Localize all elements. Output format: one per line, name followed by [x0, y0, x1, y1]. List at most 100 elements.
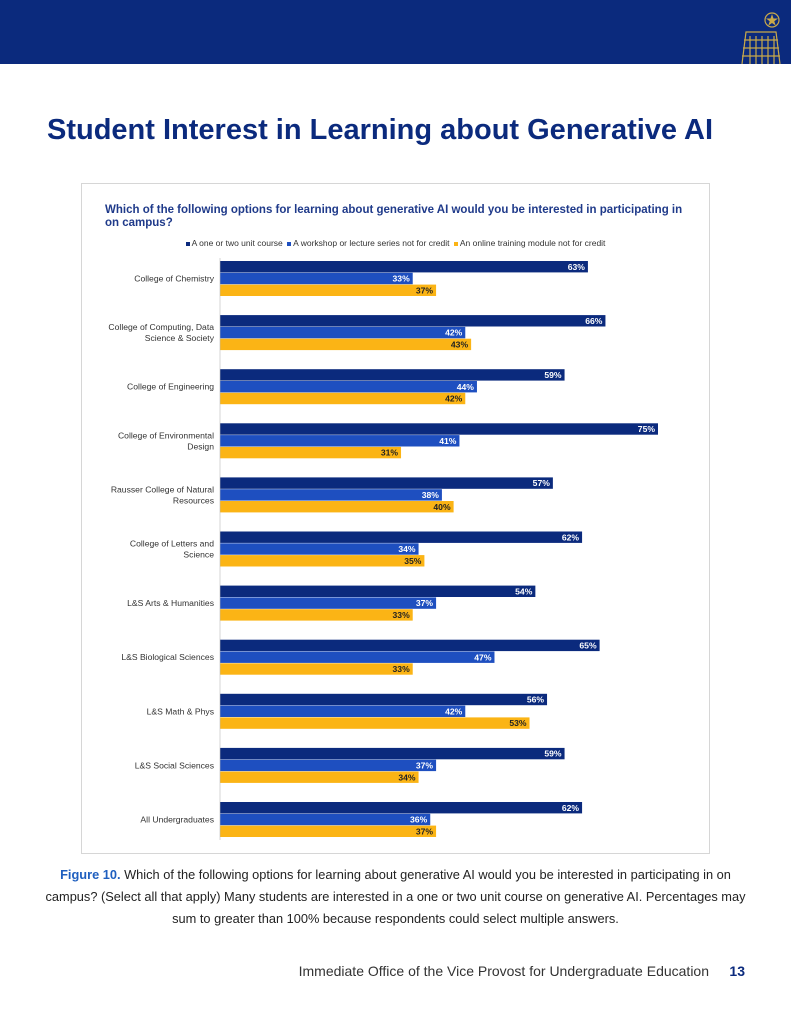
bar [220, 705, 466, 717]
bar [220, 369, 565, 381]
data-label: 37% [416, 285, 434, 295]
bar [220, 315, 606, 327]
data-label: 44% [457, 382, 475, 392]
data-label: 57% [533, 478, 551, 488]
figure-caption: Figure 10. Which of the following option… [40, 864, 751, 930]
bar [220, 543, 419, 555]
category-label: Rausser College of Natural [111, 484, 214, 494]
data-label: 62% [562, 803, 580, 813]
category-label: College of Chemistry [134, 274, 214, 284]
bar [220, 489, 442, 501]
bar [220, 338, 472, 351]
data-label: 38% [422, 490, 440, 500]
bar [220, 585, 536, 597]
bar [220, 597, 437, 609]
data-label: 31% [381, 448, 399, 458]
bar [220, 261, 588, 273]
data-label: 42% [445, 706, 463, 716]
bar [220, 717, 530, 729]
data-label: 37% [416, 761, 434, 771]
category-label: Science & Society [145, 333, 215, 343]
bar [220, 423, 658, 435]
legend-label: A one or two unit course [191, 238, 283, 248]
data-label: 65% [579, 641, 597, 651]
data-label: 33% [393, 274, 411, 284]
footer-office: Immediate Office of the Vice Provost for… [298, 963, 709, 979]
legend-item: A one or two unit course [185, 238, 283, 248]
bar [220, 639, 600, 652]
bar [220, 802, 583, 814]
data-label: 34% [398, 544, 416, 554]
bar [220, 555, 425, 567]
category-label: L&S Social Sciences [135, 760, 214, 770]
data-label: 63% [568, 262, 586, 272]
data-label: 56% [527, 695, 545, 705]
data-label: 59% [544, 370, 562, 380]
data-label: 66% [585, 316, 603, 326]
bar [220, 825, 437, 837]
category-label: All Undergraduates [140, 815, 214, 825]
bar [220, 531, 583, 543]
chart-legend: A one or two unit course A workshop or l… [81, 238, 710, 248]
category-label: Science [183, 550, 214, 560]
figure-label: Figure 10. [60, 867, 121, 882]
category-label: L&S Arts & Humanities [127, 598, 214, 608]
bar [220, 435, 460, 447]
data-label: 54% [515, 586, 533, 596]
data-label: 33% [393, 664, 411, 674]
bar [220, 501, 454, 513]
data-label: 37% [416, 598, 434, 608]
data-label: 47% [474, 652, 492, 662]
data-label: 40% [433, 502, 451, 512]
category-label: L&S Math & Phys [147, 706, 214, 716]
category-label: College of Computing, Data [108, 322, 214, 332]
bar [220, 392, 466, 405]
page-number: 13 [729, 963, 745, 979]
data-label: 42% [445, 394, 463, 404]
bar [220, 381, 477, 393]
data-label: 37% [416, 826, 434, 836]
page-title: Student Interest in Learning about Gener… [47, 114, 714, 146]
category-label: Design [187, 441, 214, 451]
header-band [0, 0, 791, 64]
legend-item: An online training module not for credit [453, 238, 606, 248]
legend-item: A workshop or lecture series not for cre… [287, 238, 450, 248]
bar [220, 609, 413, 621]
data-label: 43% [451, 340, 469, 350]
data-label: 35% [404, 556, 422, 566]
category-label: L&S Biological Sciences [121, 652, 214, 662]
data-label: 42% [445, 328, 463, 338]
campanile-crest-icon [741, 12, 781, 64]
bar [220, 813, 431, 826]
bar [220, 272, 413, 285]
figure-caption-text: Which of the following options for learn… [45, 867, 746, 926]
bar [220, 663, 413, 675]
data-label: 33% [393, 610, 411, 620]
data-label: 53% [509, 718, 527, 728]
legend-label: An online training module not for credit [459, 238, 606, 248]
category-label: College of Engineering [127, 382, 214, 392]
bar [220, 759, 437, 772]
legend-swatch [287, 241, 292, 246]
data-label: 75% [638, 424, 656, 434]
bar [220, 284, 437, 296]
data-label: 36% [410, 815, 428, 825]
legend-swatch [185, 241, 190, 246]
bar [220, 326, 466, 339]
chart-title: Which of the following options for learn… [105, 204, 683, 229]
legend-label: A workshop or lecture series not for cre… [293, 238, 450, 248]
bar [220, 693, 548, 706]
category-label: College of Environmental [118, 430, 214, 440]
bar [220, 651, 495, 663]
category-label: Resources [173, 495, 214, 505]
category-label: College of Letters and [130, 539, 214, 549]
bar [220, 477, 553, 489]
bar [220, 747, 565, 760]
data-label: 34% [398, 772, 416, 782]
legend-swatch [453, 241, 458, 246]
data-label: 59% [544, 749, 562, 759]
data-label: 41% [439, 436, 457, 446]
bar [220, 446, 402, 459]
bar [220, 771, 419, 783]
